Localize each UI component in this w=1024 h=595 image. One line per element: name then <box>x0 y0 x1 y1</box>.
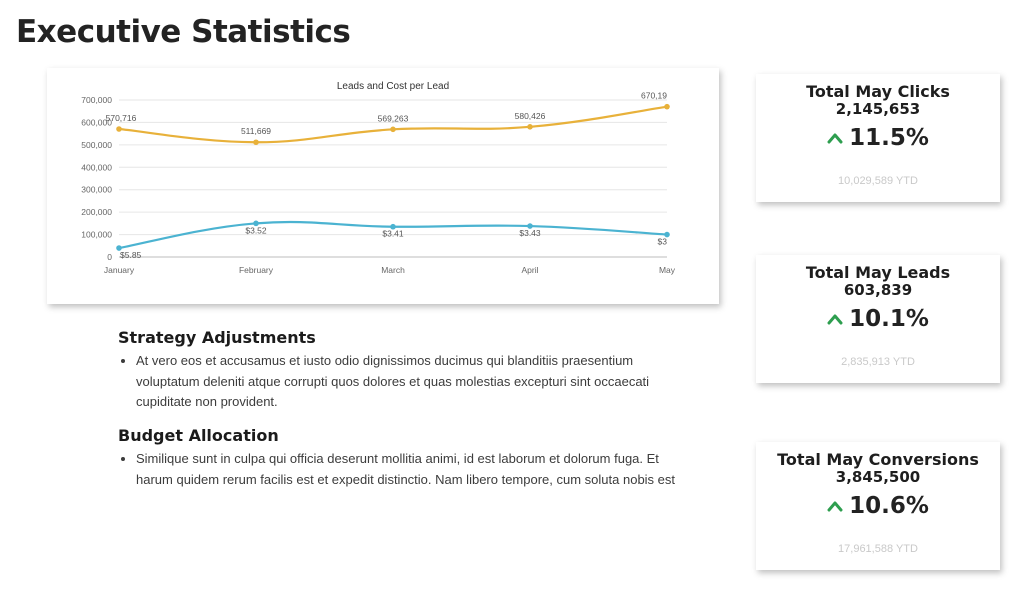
stat-title: Total May Clicks <box>806 82 950 101</box>
y-tick-label: 400,000 <box>81 162 112 172</box>
x-tick-label: April <box>521 265 538 275</box>
stat-change: 10.1% <box>756 306 1000 332</box>
data-label: $3 <box>658 237 668 247</box>
data-point <box>116 126 122 132</box>
stat-change-value: 11.5% <box>849 125 929 151</box>
stat-ytd: 17,961,588 YTD <box>838 543 918 555</box>
stat-title: Total May Conversions <box>777 450 979 469</box>
chart-title: Leads and Cost per Lead <box>337 81 449 92</box>
section-heading: Budget Allocation <box>118 426 279 445</box>
stat-change: 10.6% <box>756 493 1000 519</box>
data-label: $5.85 <box>120 250 142 260</box>
y-tick-label: 600,000 <box>81 117 112 127</box>
data-point <box>664 231 670 238</box>
budget-section: Budget Allocation Similique sunt in culp… <box>118 426 678 490</box>
y-tick-label: 700,000 <box>81 95 112 105</box>
x-tick-label: May <box>659 265 676 275</box>
x-tick-label: March <box>381 265 405 275</box>
list-item: At vero eos et accusamus et iusto odio d… <box>136 351 678 413</box>
data-point <box>253 220 259 227</box>
data-point <box>664 103 670 110</box>
stat-title: Total May Leads <box>805 263 951 282</box>
data-label: $3.52 <box>245 225 267 235</box>
section-heading: Strategy Adjustments <box>118 328 316 347</box>
data-label: 580,426 <box>515 111 546 121</box>
stat-value: 603,839 <box>843 281 913 299</box>
data-label: 511,669 <box>241 126 271 136</box>
data-label: 670,19 <box>641 91 667 101</box>
strategy-section: Strategy Adjustments At vero eos et accu… <box>118 328 678 413</box>
y-tick-label: 0 <box>107 252 112 262</box>
y-tick-label: 500,000 <box>81 140 112 150</box>
y-tick-label: 300,000 <box>81 185 112 195</box>
stat-change-value: 10.1% <box>849 306 929 332</box>
data-point <box>116 245 122 251</box>
data-point <box>390 223 396 230</box>
section-list: At vero eos et accusamus et iusto odio d… <box>118 351 678 413</box>
list-item: Similique sunt in culpa qui officia dese… <box>136 449 678 490</box>
stat-change-value: 10.6% <box>849 493 929 519</box>
chevron-up-icon <box>827 501 843 512</box>
stat-card-conversions: Total May Conversions 3,845,500 10.6% 17… <box>756 442 1000 570</box>
data-point <box>253 139 259 146</box>
stat-change: 11.5% <box>756 125 1000 151</box>
data-label: $3.43 <box>519 228 541 238</box>
chevron-up-icon <box>827 314 843 325</box>
data-point <box>527 223 533 229</box>
data-label: 570,716 <box>106 113 137 123</box>
y-tick-label: 200,000 <box>81 207 112 217</box>
data-label: $3.41 <box>382 229 404 239</box>
line-chart: Leads and Cost per Lead 700,000 600,000 500… <box>81 81 676 275</box>
stat-ytd: 10,029,589 YTD <box>838 175 918 187</box>
y-tick-label: 100,000 <box>81 230 112 240</box>
stat-card-leads: Total May Leads 603,839 10.1% 2,835,913 … <box>756 255 1000 383</box>
x-tick-label: February <box>239 265 274 275</box>
data-point <box>527 124 533 130</box>
stat-card-clicks: Total May Clicks 2,145,653 11.5% 10,029,… <box>756 74 1000 202</box>
section-list: Similique sunt in culpa qui officia dese… <box>118 449 678 490</box>
chart-card: Leads and Cost per Lead 700,000 600,000 500… <box>47 68 719 304</box>
stat-value: 2,145,653 <box>835 100 921 118</box>
stat-ytd: 2,835,913 YTD <box>841 356 915 368</box>
data-point <box>390 126 396 133</box>
x-tick-label: January <box>104 265 135 275</box>
chevron-up-icon <box>827 133 843 144</box>
data-label: 569,263 <box>378 113 409 123</box>
series-line-1 <box>118 105 668 144</box>
page-title: Executive Statistics <box>16 14 351 50</box>
stat-value: 3,845,500 <box>835 468 921 486</box>
